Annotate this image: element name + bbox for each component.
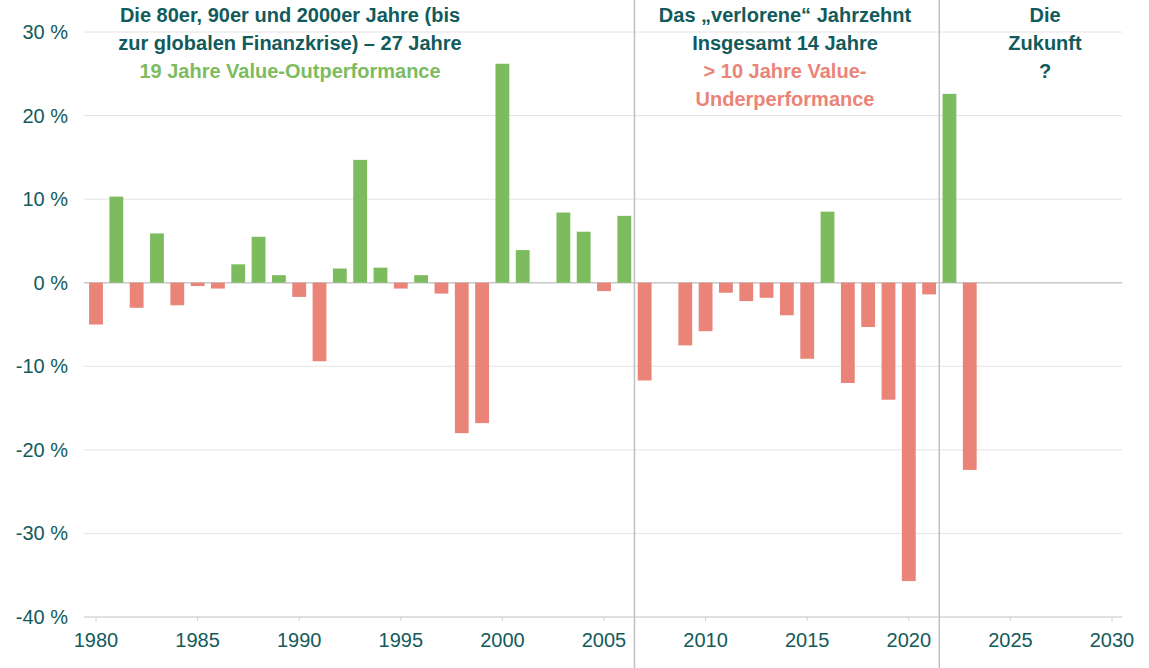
x-tick (908, 617, 909, 621)
grid-line (84, 617, 1122, 618)
y-tick-label: -10 % (16, 355, 68, 377)
bar (394, 283, 408, 289)
bar (374, 268, 388, 283)
y-tick-label: 30 % (22, 21, 68, 43)
y-tick-label: -30 % (16, 522, 68, 544)
bar (719, 283, 733, 293)
bar (556, 213, 570, 283)
x-tick-label: 2005 (582, 629, 627, 651)
annotation: ? (1039, 60, 1051, 82)
x-axis-line (84, 617, 1122, 618)
bar (902, 283, 916, 581)
grid (84, 32, 1122, 617)
bar (800, 283, 814, 359)
bar (89, 283, 103, 325)
y-tick-label: -40 % (16, 606, 68, 628)
x-tick-label: 1995 (379, 629, 424, 651)
y-tick-label: 20 % (22, 105, 68, 127)
bar (353, 160, 367, 283)
grid-line (84, 199, 1122, 200)
bar (333, 269, 347, 283)
bar (495, 64, 509, 283)
bar (821, 212, 835, 283)
grid-line (84, 115, 1122, 116)
bar (211, 283, 225, 289)
bar (577, 232, 591, 283)
divider (634, 0, 636, 668)
x-tick-label: 2030 (1090, 629, 1135, 651)
x-tick-label: 2015 (785, 629, 830, 651)
annotation: Zukunft (1008, 32, 1082, 54)
chart: -40 % -30 % -20 % -10 % 0 % 10 % 20 % 30 % 1980 1… (0, 0, 1149, 668)
x-tick (400, 617, 401, 621)
bar (435, 283, 449, 294)
x-tick-label: 1980 (74, 629, 119, 651)
bar (841, 283, 855, 383)
bar (313, 283, 327, 362)
bar (760, 283, 774, 298)
bar (272, 275, 286, 283)
annotation: Underperformance (696, 88, 875, 110)
grid-line (84, 533, 1122, 534)
x-tick (807, 617, 808, 621)
bar (191, 283, 205, 286)
x-tick-label: 2020 (887, 629, 932, 651)
bar (882, 283, 896, 400)
divider (939, 0, 941, 668)
x-tick (1010, 617, 1011, 621)
annotation: Die 80er, 90er und 2000er Jahre (bis (120, 4, 460, 26)
x-tick (197, 617, 198, 621)
bar (170, 283, 184, 306)
x-tick-label: 1985 (175, 629, 220, 651)
bar (780, 283, 794, 316)
bar (922, 283, 936, 295)
x-tick-label: 2000 (480, 629, 525, 651)
y-tick-label: 10 % (22, 188, 68, 210)
bar (252, 237, 266, 283)
annotation: Das „verlorene“ Jahrzehnt (659, 4, 912, 26)
bar (943, 94, 957, 283)
bar (861, 283, 875, 327)
bar (475, 283, 489, 423)
x-tick (604, 617, 605, 621)
x-tick (96, 617, 97, 621)
bar (516, 250, 530, 283)
bar (414, 275, 428, 283)
x-tick (1112, 617, 1113, 621)
x-tick (299, 617, 300, 621)
annotation: Die (1029, 4, 1060, 26)
bar (597, 283, 611, 291)
bar (963, 283, 977, 470)
y-tick-label: -20 % (16, 439, 68, 461)
x-tick (705, 617, 706, 621)
x-tick-label: 2025 (988, 629, 1033, 651)
bar (678, 283, 692, 346)
bar (292, 283, 306, 297)
x-tick-label: 1990 (277, 629, 322, 651)
annotation: Insgesamt 14 Jahre (692, 32, 878, 54)
bar (536, 282, 550, 283)
bar (150, 233, 164, 282)
bar (658, 282, 672, 283)
bars (89, 64, 977, 581)
x-tick-label: 2010 (683, 629, 728, 651)
bar (231, 264, 245, 282)
bar (699, 283, 713, 331)
bar (130, 283, 144, 308)
annotation: > 10 Jahre Value- (704, 60, 867, 82)
bar (739, 283, 753, 301)
y-tick-label: 0 % (34, 272, 69, 294)
annotation: zur globalen Finanzkrise) – 27 Jahre (118, 32, 461, 54)
bar (638, 283, 652, 381)
annotation: 19 Jahre Value-Outperformance (139, 60, 440, 82)
bar (109, 197, 123, 283)
bar (617, 216, 631, 283)
bar (455, 283, 469, 433)
x-tick (502, 617, 503, 621)
